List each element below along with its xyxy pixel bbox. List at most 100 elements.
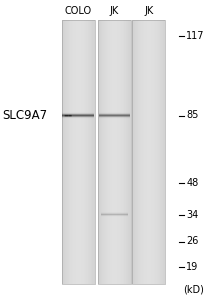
Bar [104,20,105,283]
Text: JK: JK [144,7,153,16]
Bar [68,20,69,283]
Bar [87,20,88,283]
Bar [119,20,120,283]
Bar [118,20,119,283]
Bar [88,20,89,283]
Text: SLC9A7: SLC9A7 [2,109,47,122]
Bar [116,20,117,283]
Bar [93,20,94,283]
Bar [112,20,113,283]
Text: 26: 26 [186,236,199,247]
Bar [99,20,100,283]
Bar [117,20,118,283]
Bar [162,20,163,283]
Bar [78,20,79,283]
Bar [141,20,142,283]
Bar [64,20,65,283]
Bar [151,20,152,283]
Bar [136,20,137,283]
Text: 34: 34 [186,209,198,220]
Bar [71,20,72,283]
Bar [152,20,153,283]
Bar [127,20,128,283]
Bar [72,20,73,283]
Bar [76,20,77,283]
Bar [103,20,104,283]
Bar [73,20,74,283]
Bar [62,20,63,283]
Bar [121,20,122,283]
Bar [126,20,127,283]
Text: 48: 48 [186,178,198,188]
Bar [145,20,146,283]
Bar [138,20,139,283]
Bar [90,20,91,283]
Bar [164,20,165,283]
Bar [79,20,80,283]
Bar [81,20,82,283]
Bar [62,20,95,283]
Bar [160,20,161,283]
Bar [108,20,109,283]
Bar [143,20,144,283]
Bar [83,20,84,283]
Bar [161,20,162,283]
Bar [156,20,157,283]
Bar [98,20,99,283]
Bar [77,20,78,283]
Bar [132,20,133,283]
Bar [148,20,149,283]
Bar [122,20,123,283]
Bar [147,20,148,283]
Bar [113,20,114,283]
Bar [123,20,124,283]
Bar [158,20,159,283]
Bar [91,20,92,283]
Bar [106,20,107,283]
Bar [65,20,66,283]
Bar [69,20,70,283]
Bar [142,20,143,283]
Bar [86,20,87,283]
Bar [109,20,110,283]
Bar [135,20,136,283]
Text: 117: 117 [186,31,205,41]
Bar [100,20,101,283]
Text: 19: 19 [186,262,198,272]
Bar [92,20,93,283]
Bar [101,20,102,283]
Bar [133,20,134,283]
Bar [84,20,85,283]
Bar [144,20,145,283]
Bar [155,20,156,283]
Bar [149,20,150,283]
Bar [80,20,81,283]
Text: --: -- [63,110,72,121]
Bar [70,20,71,283]
Bar [153,20,154,283]
Bar [146,20,147,283]
Bar [159,20,160,283]
Bar [85,20,86,283]
Bar [102,20,103,283]
Text: COLO: COLO [65,7,92,16]
Bar [128,20,129,283]
Bar [125,20,126,283]
Bar [111,20,112,283]
Bar [129,20,130,283]
Text: JK: JK [110,7,119,16]
Bar [137,20,138,283]
Bar [140,20,141,283]
Bar [150,20,151,283]
Bar [75,20,76,283]
Bar [163,20,164,283]
Bar [110,20,111,283]
Text: (kD): (kD) [183,284,204,295]
Bar [115,20,116,283]
Bar [67,20,68,283]
Bar [107,20,108,283]
Bar [134,20,135,283]
Bar [132,20,165,283]
Bar [89,20,90,283]
Bar [154,20,155,283]
